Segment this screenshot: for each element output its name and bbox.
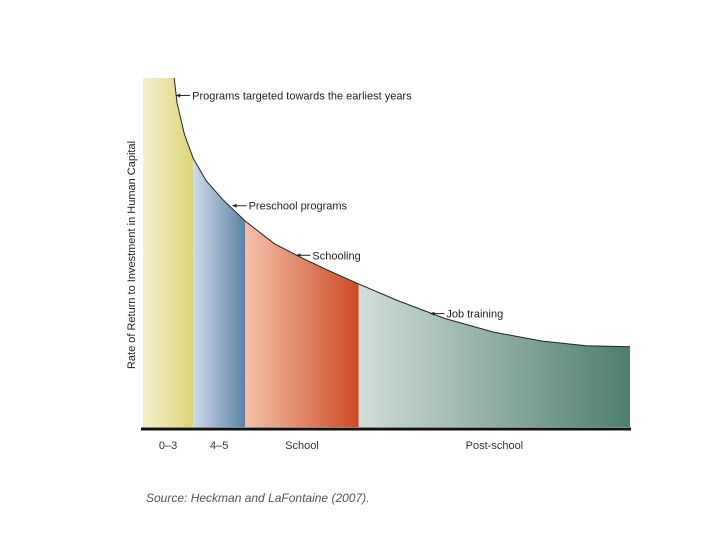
annotation-label: Preschool programs (249, 201, 348, 213)
segment-fills (143, 77, 631, 428)
annotation-arrow-icon (430, 311, 435, 316)
x-tick-label: 4–5 (210, 440, 228, 452)
x-tick-label: School (285, 440, 319, 452)
x-tick-label: 0–3 (159, 440, 177, 452)
segment-area-school (245, 221, 359, 427)
annotation-label: Programs targeted towards the earliest y… (192, 90, 412, 102)
annotation-arrow-icon (296, 253, 301, 258)
return-curve (173, 77, 631, 348)
source-note: Source: Heckman and LaFontaine (2007). (146, 491, 370, 505)
segment-area-0-3 (143, 78, 194, 427)
annotation-arrow-icon (232, 203, 237, 208)
x-tick-label: Post-school (466, 440, 523, 452)
x-tick-labels: 0–3 4–5 School Post-school (159, 440, 523, 452)
annotations: Programs targeted towards the earliest y… (176, 90, 503, 321)
annotation-label: Schooling (312, 250, 360, 262)
segment-area-post-school (358, 283, 630, 427)
annotation-label: Job training (446, 309, 503, 321)
annotation-arrow-icon (176, 93, 181, 98)
segment-area-4-5 (193, 158, 246, 428)
y-axis-label: Rate of Return to Investment in Human Ca… (126, 140, 138, 370)
